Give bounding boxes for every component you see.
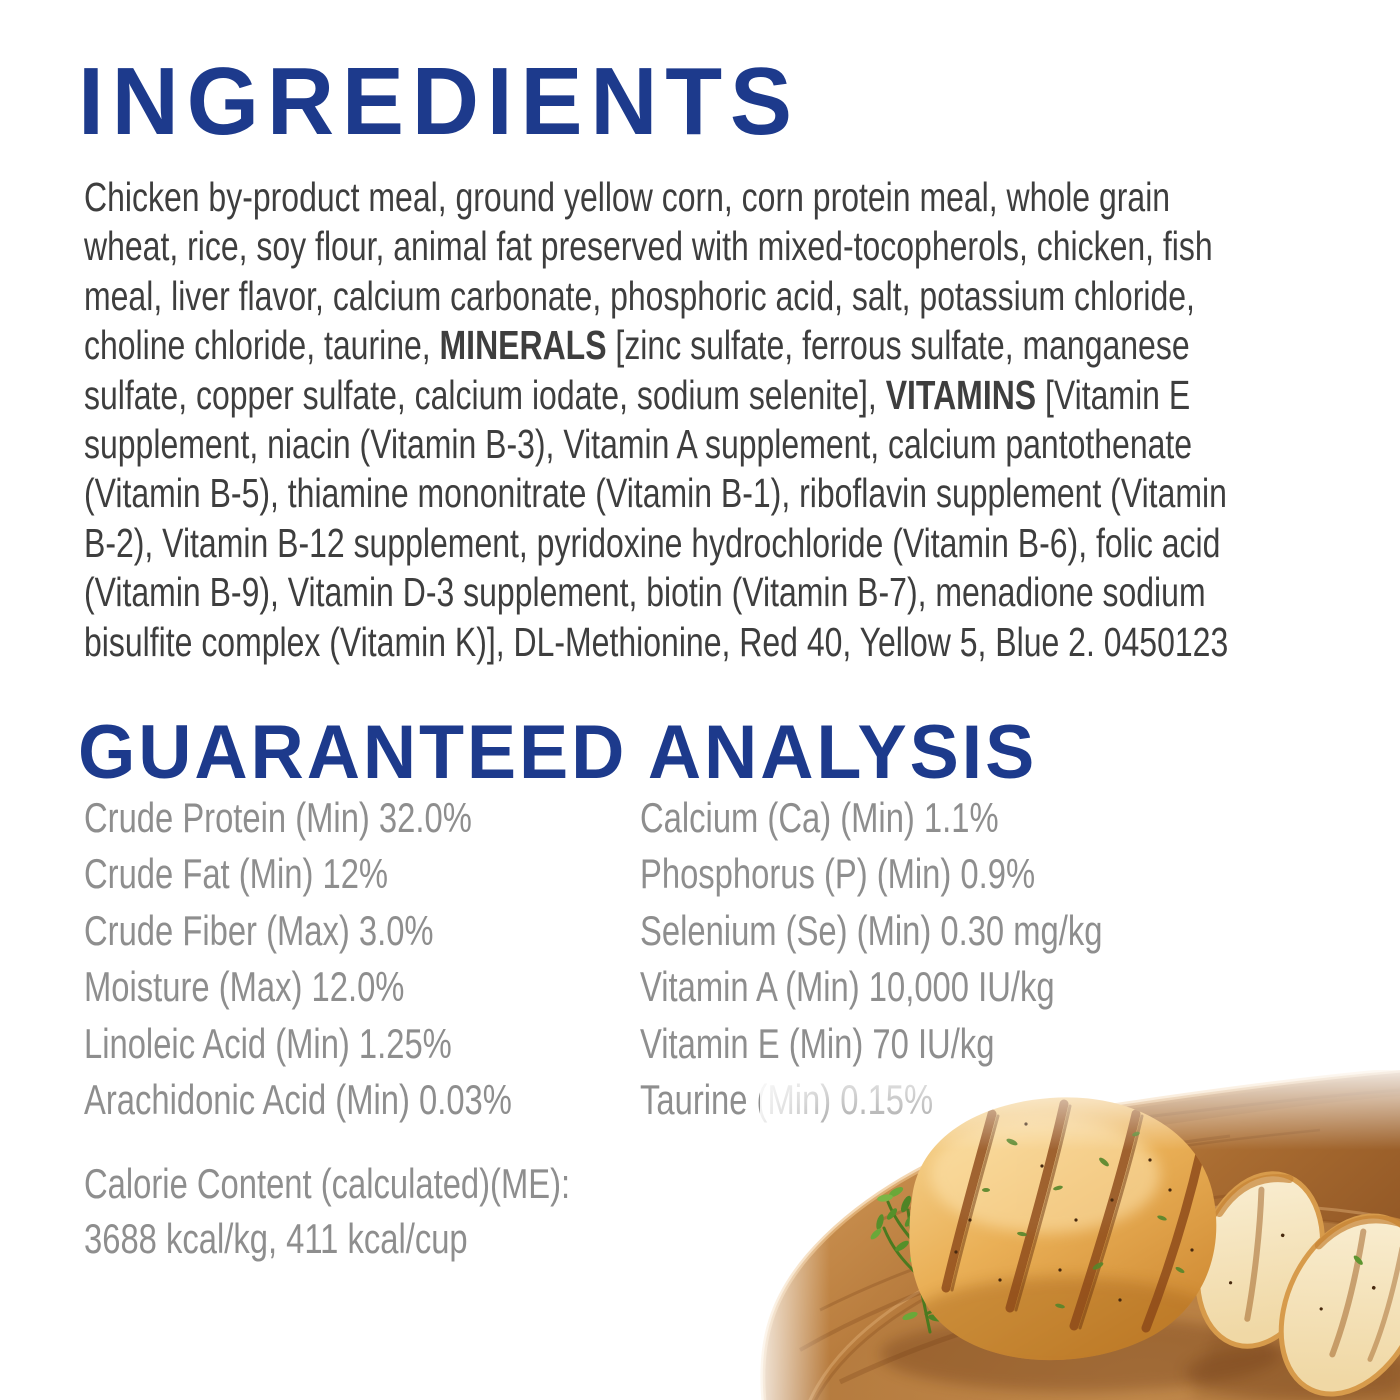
guaranteed-analysis-title: GUARANTEED ANALYSIS <box>78 710 1038 795</box>
ingredient-line: (Vitamin B-9), Vitamin D-3 supplement, b… <box>84 569 1206 616</box>
ingredients-paragraph: Chicken by-product meal, ground yellow c… <box>84 173 1400 667</box>
ingredient-line: wheat, rice, soy flour, animal fat prese… <box>84 223 1213 270</box>
analysis-item: Crude Fat (Min) 12% <box>84 850 389 898</box>
ingredient-line: sulfate, copper sulfate, calcium iodate,… <box>84 371 1191 418</box>
ingredient-line: meal, liver flavor, calcium carbonate, p… <box>84 272 1195 319</box>
ingredients-title: INGREDIENTS <box>78 48 800 155</box>
photo-left-fade <box>760 1070 830 1400</box>
analysis-left-column: Crude Protein (Min) 32.0% Crude Fat (Min)… <box>84 790 786 1128</box>
analysis-item: Vitamin E (Min) 70 IU/kg <box>640 1019 995 1067</box>
calorie-line: Calorie Content (calculated)(ME): <box>84 1160 571 1207</box>
analysis-item: Phosphorus (P) (Min) 0.9% <box>640 850 1036 898</box>
calorie-content: Calorie Content (calculated)(ME): 3688 kc… <box>84 1156 786 1266</box>
analysis-item: Arachidonic Acid (Min) 0.03% <box>84 1076 512 1124</box>
analysis-item: Vitamin A (Min) 10,000 IU/kg <box>640 963 1055 1011</box>
ingredient-line: bisulfite complex (Vitamin K)], DL-Methi… <box>84 618 1229 665</box>
analysis-item: Selenium (Se) (Min) 0.30 mg/kg <box>640 906 1103 954</box>
analysis-item: Linoleic Acid (Min) 1.25% <box>84 1019 452 1067</box>
analysis-right-column: Calcium (Ca) (Min) 1.1% Phosphorus (P) (M… <box>640 790 1342 1128</box>
ingredient-line: Chicken by-product meal, ground yellow c… <box>84 174 1171 220</box>
chicken-photo <box>760 1070 1400 1400</box>
ingredient-line: choline chloride, taurine, MINERALS [zin… <box>84 322 1190 369</box>
analysis-item: Moisture (Max) 12.0% <box>84 963 405 1011</box>
analysis-item: Crude Fiber (Max) 3.0% <box>84 906 434 954</box>
analysis-item: Calcium (Ca) (Min) 1.1% <box>640 794 999 841</box>
ingredient-line: B-2), Vitamin B-12 supplement, pyridoxin… <box>84 519 1221 566</box>
analysis-item: Crude Protein (Min) 32.0% <box>84 794 472 841</box>
ingredient-line: supplement, niacin (Vitamin B-3), Vitami… <box>84 421 1193 468</box>
ingredient-line: (Vitamin B-5), thiamine mononitrate (Vit… <box>84 470 1227 517</box>
chicken-slice-icon <box>1278 1213 1400 1397</box>
calorie-line: 3688 kcal/kg, 411 kcal/cup <box>84 1215 468 1262</box>
photo-top-fade <box>760 1070 1400 1150</box>
